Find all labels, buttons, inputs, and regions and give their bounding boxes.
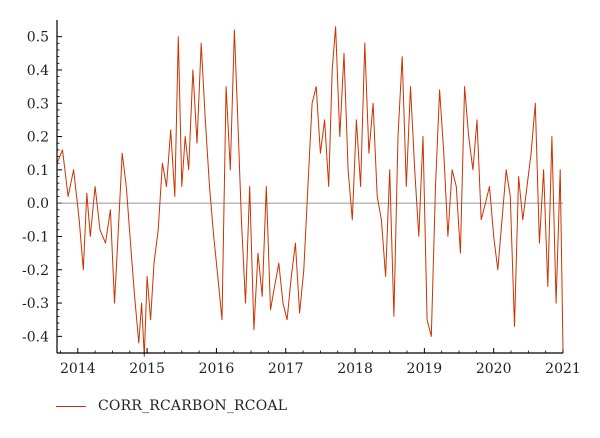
y-tick-label: -0.4 (22, 329, 49, 345)
series-line-corr-rcarbon-rcoal (56, 26, 564, 357)
x-tick-label: 2018 (337, 361, 373, 377)
y-axis-ticks: -0.4 -0.3 -0.2 -0.1 0.0 0.1 0.2 0.3 0.4 0.5 (22, 30, 62, 345)
y-tick-label: 0.4 (27, 63, 49, 79)
y-tick-label: -0.2 (22, 263, 49, 279)
x-tick-label: 2020 (476, 361, 512, 377)
y-tick-label: -0.1 (22, 229, 49, 245)
x-tick-label: 2017 (268, 361, 304, 377)
legend-label: CORR_RCARBON_RCOAL (98, 398, 288, 414)
x-tick-label: 2019 (407, 361, 443, 377)
legend: CORR_RCARBON_RCOAL (56, 398, 287, 414)
legend-swatch (56, 405, 86, 407)
x-tick-label: 2015 (129, 361, 165, 377)
x-tick-label: 2021 (545, 361, 581, 377)
y-tick-label: -0.3 (22, 296, 49, 312)
x-tick-label: 2014 (60, 361, 96, 377)
x-tick-label: 2016 (199, 361, 235, 377)
x-axis-ticks: 2014 2015 2016 2017 2018 2019 2020 2021 (60, 348, 581, 377)
y-tick-label: 0.1 (27, 163, 49, 179)
y-tick-label: 0.2 (27, 130, 49, 146)
y-tick-label: 0.5 (27, 30, 49, 46)
y-tick-label: 0.3 (27, 96, 49, 112)
y-tick-label: 0.0 (27, 196, 49, 212)
